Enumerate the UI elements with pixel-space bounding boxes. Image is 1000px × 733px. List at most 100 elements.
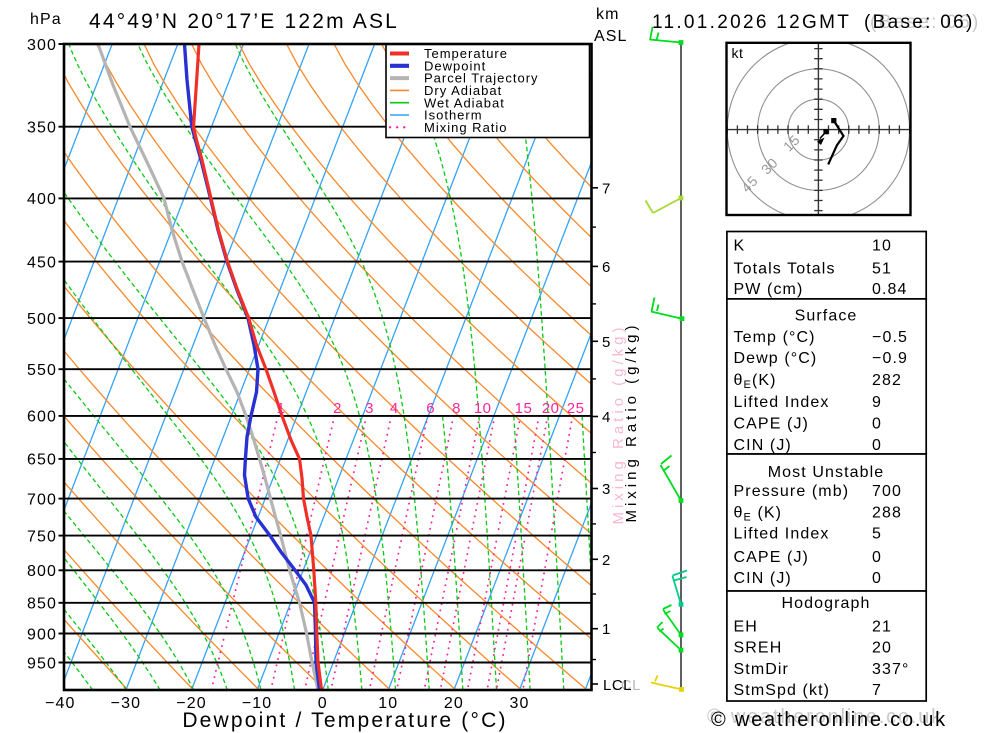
svg-text:6: 6 <box>602 259 611 276</box>
svg-text:51: 51 <box>872 261 892 278</box>
svg-text:Mixing Ratio (g/kg): Mixing Ratio (g/kg) <box>610 323 627 524</box>
svg-text:Temperature: Temperature <box>424 46 508 61</box>
svg-text:700: 700 <box>872 483 902 500</box>
svg-text:Dewpoint: Dewpoint <box>424 58 486 73</box>
svg-text:10: 10 <box>378 695 398 712</box>
svg-text:Mixing Ratio: Mixing Ratio <box>424 120 508 135</box>
svg-text:θE (K): θE (K) <box>734 505 783 524</box>
svg-text:Wet Adiabat: Wet Adiabat <box>424 95 505 110</box>
svg-text:CIN (J): CIN (J) <box>734 570 792 587</box>
svg-text:© weatheronline.co.uk: © weatheronline.co.uk <box>711 709 947 731</box>
svg-text:10: 10 <box>872 237 892 254</box>
svg-text:Dry Adiabat: Dry Adiabat <box>424 83 502 98</box>
svg-text:1: 1 <box>277 400 286 417</box>
svg-text:CIN (J): CIN (J) <box>734 437 792 454</box>
svg-text:K: K <box>734 237 746 254</box>
svg-text:900: 900 <box>27 626 57 643</box>
svg-text:20: 20 <box>542 400 560 417</box>
svg-text:7: 7 <box>872 682 882 699</box>
svg-text:Lifted Index: Lifted Index <box>734 526 830 543</box>
svg-text:−10: −10 <box>242 695 272 712</box>
svg-text:650: 650 <box>27 452 57 469</box>
svg-text:5: 5 <box>872 526 882 543</box>
svg-text:Parcel Trajectory: Parcel Trajectory <box>424 71 539 86</box>
svg-text:0: 0 <box>318 695 328 712</box>
svg-text:−0.9: −0.9 <box>872 350 908 367</box>
svg-text:20: 20 <box>444 695 464 712</box>
svg-text:30: 30 <box>510 695 530 712</box>
svg-text:−20: −20 <box>176 695 206 712</box>
svg-text:0: 0 <box>872 437 882 454</box>
svg-text:km: km <box>596 6 620 23</box>
svg-text:CAPE (J): CAPE (J) <box>734 549 809 566</box>
svg-text:Hodograph: Hodograph <box>781 595 870 612</box>
svg-text:282: 282 <box>872 372 902 389</box>
svg-text:400: 400 <box>27 191 57 208</box>
svg-text:hPa: hPa <box>30 11 62 28</box>
svg-text:4: 4 <box>390 400 399 417</box>
svg-text:600: 600 <box>27 409 57 426</box>
svg-text:Pressure (mb): Pressure (mb) <box>734 483 850 500</box>
svg-text:288: 288 <box>872 505 902 522</box>
svg-text:500: 500 <box>27 311 57 328</box>
svg-text:550: 550 <box>27 362 57 379</box>
svg-text:850: 850 <box>27 596 57 613</box>
svg-text:800: 800 <box>27 563 57 580</box>
svg-text:0.84: 0.84 <box>872 281 908 298</box>
svg-text:Most Unstable: Most Unstable <box>768 464 885 481</box>
svg-text:3: 3 <box>602 481 611 498</box>
svg-text:5: 5 <box>602 334 611 351</box>
svg-text:1: 1 <box>602 621 611 638</box>
svg-text:Temp (°C): Temp (°C) <box>734 329 816 346</box>
svg-text:6: 6 <box>426 400 435 417</box>
svg-text:3: 3 <box>365 400 374 417</box>
svg-text:StmDir: StmDir <box>734 661 789 678</box>
svg-text:7: 7 <box>602 180 611 197</box>
svg-text:9: 9 <box>872 394 882 411</box>
svg-text:21: 21 <box>872 618 892 635</box>
svg-text:4: 4 <box>602 409 611 426</box>
svg-text:ASL: ASL <box>594 28 628 45</box>
svg-text:25: 25 <box>567 400 585 417</box>
svg-text:SREH: SREH <box>734 640 783 657</box>
svg-text:10: 10 <box>474 400 492 417</box>
svg-text:0: 0 <box>872 570 882 587</box>
svg-text:44°49’N 20°17’E 122m ASL: 44°49’N 20°17’E 122m ASL <box>89 10 399 33</box>
svg-text:−30: −30 <box>111 695 141 712</box>
svg-text:Dewpoint / Temperature (°C): Dewpoint / Temperature (°C) <box>182 709 507 732</box>
svg-text:950: 950 <box>27 655 57 672</box>
svg-text:StmSpd (kt): StmSpd (kt) <box>734 682 831 699</box>
svg-text:300: 300 <box>27 37 57 54</box>
svg-text:(Base: 06): (Base: 06) <box>864 12 975 33</box>
svg-text:750: 750 <box>27 528 57 545</box>
svg-text:Isotherm: Isotherm <box>424 108 483 123</box>
svg-text:LCL: LCL <box>612 677 641 694</box>
svg-text:−0.5: −0.5 <box>872 329 908 346</box>
svg-text:15: 15 <box>515 400 533 417</box>
svg-text:EH: EH <box>734 618 758 635</box>
svg-text:θE(K): θE(K) <box>734 372 777 391</box>
svg-text:11.01.2026 12GMT: 11.01.2026 12GMT <box>652 12 851 33</box>
svg-text:Surface: Surface <box>795 308 858 325</box>
svg-text:350: 350 <box>27 120 57 137</box>
svg-text:20: 20 <box>872 640 892 657</box>
svg-text:(Base: 06): (Base: 06) <box>870 12 981 33</box>
svg-text:Mixing Ratio (g/kg): Mixing Ratio (g/kg) <box>623 321 640 522</box>
svg-text:CAPE (J): CAPE (J) <box>734 416 809 433</box>
svg-text:LCL: LCL <box>603 677 632 694</box>
svg-text:337°: 337° <box>872 661 910 678</box>
svg-text:8: 8 <box>452 400 461 417</box>
svg-text:0: 0 <box>872 549 882 566</box>
svg-text:450: 450 <box>27 254 57 271</box>
svg-text:kt: kt <box>732 45 744 61</box>
svg-text:PW (cm): PW (cm) <box>734 281 804 298</box>
svg-text:0: 0 <box>872 416 882 433</box>
svg-text:Dewp (°C): Dewp (°C) <box>734 350 818 367</box>
svg-text:© weatheronline.co.uk: © weatheronline.co.uk <box>707 706 943 728</box>
svg-text:−40: −40 <box>45 695 75 712</box>
svg-text:Totals Totals: Totals Totals <box>734 261 836 278</box>
svg-text:700: 700 <box>27 491 57 508</box>
svg-text:2: 2 <box>602 552 611 569</box>
svg-text:2: 2 <box>333 400 342 417</box>
svg-text:Lifted Index: Lifted Index <box>734 394 830 411</box>
